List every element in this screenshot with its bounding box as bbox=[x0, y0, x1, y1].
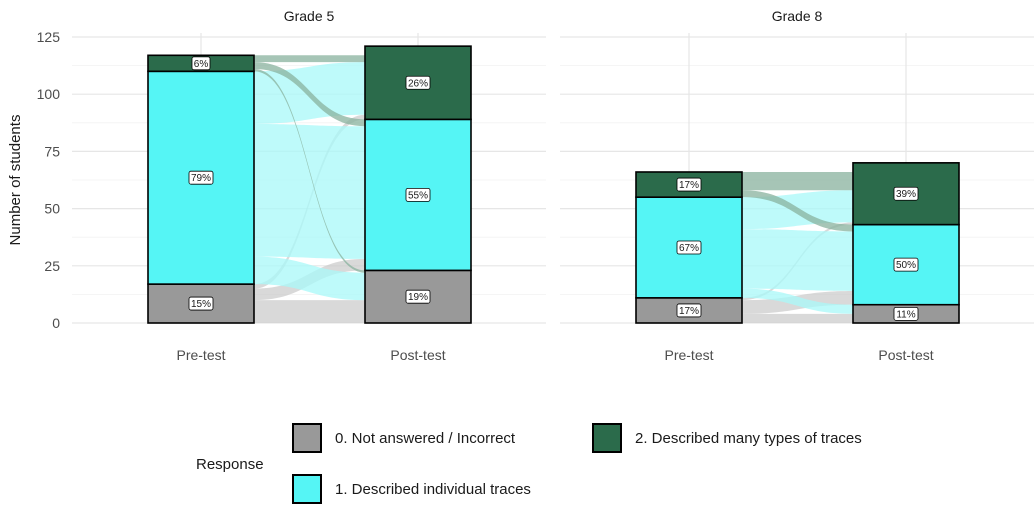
panel-0: Grade 5 15% 79% 6% Pre-test 19% 55% 26% Post-tes… bbox=[72, 8, 546, 363]
y-axis-title: Number of students bbox=[7, 115, 24, 246]
x-tick-label: Pre-test bbox=[176, 347, 225, 363]
flow-2-to-2 bbox=[742, 171, 853, 191]
alluvial-chart: Number of students 0 25 50 75 100 125 Grade 5 1… bbox=[7, 8, 1034, 363]
pct-label-box bbox=[188, 296, 214, 311]
flow-0-to-0 bbox=[742, 313, 853, 323]
x-tick-label: Post-test bbox=[390, 347, 445, 363]
bar-segment-1-1 bbox=[852, 223, 960, 306]
pct-label-0-2: 6% bbox=[194, 59, 209, 70]
y-tick-label-4: 100 bbox=[37, 86, 61, 102]
flow-1-to-0 bbox=[254, 256, 365, 301]
pct-label-1-0: 11% bbox=[896, 309, 915, 320]
y-tick-label-3: 75 bbox=[44, 143, 60, 159]
y-tick-label-0: 0 bbox=[52, 315, 60, 331]
legend-item-0: 0. Not answered / Incorrect bbox=[292, 423, 515, 453]
panel-1: Grade 8 17% 67% 17% Pre-test 11% 50% 39% Post-te… bbox=[560, 8, 1034, 363]
pct-label-box bbox=[676, 303, 702, 318]
legend: Response 0. Not answered / Incorrect 1. … bbox=[196, 420, 956, 510]
flow-1-to-0 bbox=[742, 288, 853, 314]
pct-label-1-0: 19% bbox=[408, 292, 428, 303]
chart-panels: 0 25 50 75 100 125 Grade 5 15% 79% 6% Pre-test 19% 5… bbox=[37, 8, 1034, 363]
pct-label-box bbox=[676, 177, 702, 192]
pct-label-1-1: 55% bbox=[408, 190, 428, 201]
legend-key-2 bbox=[592, 423, 622, 453]
y-tick-label-2: 50 bbox=[44, 201, 60, 217]
pct-label-box bbox=[676, 240, 702, 255]
flow-1-to-1 bbox=[742, 229, 853, 291]
pct-label-0-1: 79% bbox=[191, 173, 211, 184]
pct-label-0-1: 67% bbox=[679, 243, 699, 254]
flow-2-to-1 bbox=[254, 62, 365, 127]
pct-label-1-2: 26% bbox=[408, 78, 428, 89]
y-tick-label-1: 25 bbox=[44, 258, 60, 274]
pct-label-0-0: 17% bbox=[679, 306, 699, 317]
legend-item-1: 1. Described individual traces bbox=[292, 474, 531, 504]
pct-label-box bbox=[893, 186, 919, 201]
panel-title: Grade 5 bbox=[284, 8, 335, 24]
legend-label-1: 1. Described individual traces bbox=[335, 480, 531, 498]
pct-label-1-2: 39% bbox=[896, 189, 916, 200]
flow-2-to-1 bbox=[742, 190, 853, 232]
legend-label-0: 0. Not answered / Incorrect bbox=[335, 429, 516, 447]
x-tick-label: Post-test bbox=[878, 347, 933, 363]
pct-label-box bbox=[405, 75, 431, 90]
pct-label-box bbox=[405, 187, 431, 202]
legend-label-2: 2. Described many types of traces bbox=[635, 429, 862, 447]
legend-item-2: 2. Described many types of traces bbox=[592, 423, 862, 453]
flow-0-to-0 bbox=[254, 300, 365, 323]
pct-label-box bbox=[188, 170, 214, 185]
x-tick-label: Pre-test bbox=[664, 347, 713, 363]
panel-title: Grade 8 bbox=[772, 8, 823, 24]
pct-label-box bbox=[405, 289, 431, 304]
flow-1-to-1 bbox=[254, 123, 365, 259]
pct-label-0-2: 17% bbox=[679, 180, 699, 191]
pct-label-box bbox=[191, 56, 211, 71]
flow-2-to-0 bbox=[254, 69, 365, 273]
legend-key-1 bbox=[292, 474, 322, 504]
legend-key-0 bbox=[292, 423, 322, 453]
pct-label-box bbox=[893, 306, 919, 321]
flow-2-to-2 bbox=[254, 55, 365, 63]
pct-label-box bbox=[893, 257, 919, 272]
pct-label-0-0: 15% bbox=[191, 299, 211, 310]
legend-title: Response bbox=[196, 456, 264, 473]
y-tick-label-5: 125 bbox=[37, 29, 61, 45]
pct-label-1-1: 50% bbox=[896, 260, 916, 271]
